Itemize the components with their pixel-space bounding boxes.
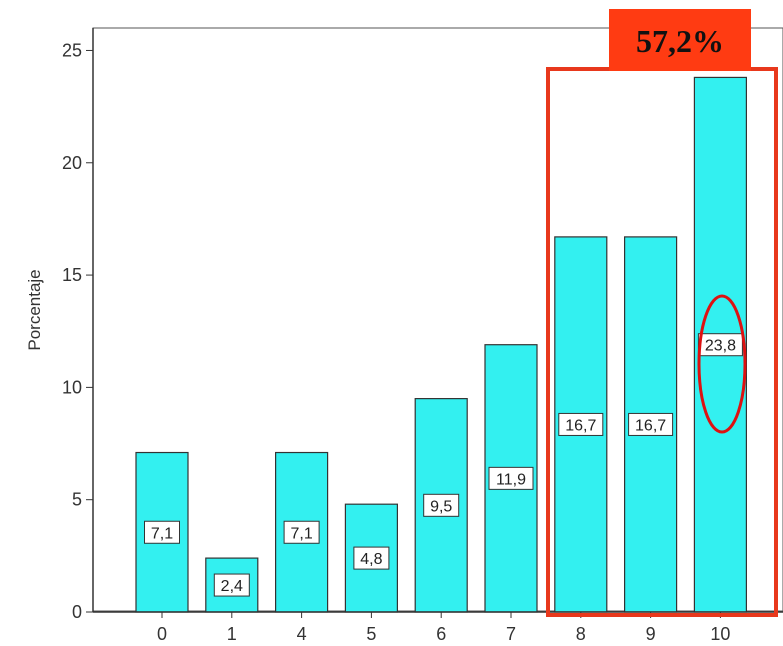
- data-label-9: 16,7: [635, 417, 666, 434]
- x-tick-label-1: 1: [227, 624, 237, 644]
- x-tick-label-4: 4: [297, 624, 307, 644]
- x-tick-label-8: 8: [576, 624, 586, 644]
- x-tick-label-7: 7: [506, 624, 516, 644]
- y-tick-label-20: 20: [62, 153, 82, 173]
- data-label-box-7: [488, 466, 534, 490]
- x-tick-label-6: 6: [436, 624, 446, 644]
- data-label-7: 11,9: [496, 471, 526, 488]
- callout-badge: [609, 9, 751, 71]
- data-label-4: 7,1: [290, 525, 312, 542]
- y-ticks-group: 0 5 10 15 20 25: [62, 40, 93, 622]
- y-tick-label-5: 5: [72, 490, 82, 510]
- y-tick-label-10: 10: [62, 377, 82, 397]
- data-label-6: 9,5: [430, 498, 452, 515]
- data-label-box-5: [353, 546, 390, 570]
- y-tick-label-15: 15: [62, 265, 82, 285]
- data-label-box-9: [628, 412, 674, 436]
- x-tick-label-0: 0: [157, 624, 167, 644]
- data-label-box-1: [213, 573, 250, 597]
- y-tick-label-25: 25: [62, 40, 82, 60]
- y-tick-label-0: 0: [72, 602, 82, 622]
- x-tick-label-5: 5: [366, 624, 376, 644]
- data-label-8: 16,7: [565, 417, 596, 434]
- data-label-box-8: [558, 412, 604, 436]
- x-tick-label-9: 9: [646, 624, 656, 644]
- data-label-box-6: [423, 493, 460, 517]
- data-label-1: 2,4: [221, 578, 243, 595]
- y-axis-label: Porcentaje: [25, 269, 44, 350]
- data-label-5: 4,8: [360, 551, 382, 568]
- data-label-box-4: [283, 520, 320, 544]
- highlight-circle: [697, 294, 747, 434]
- callout-text: 57,2%: [636, 23, 724, 59]
- data-label-10: 23,8: [705, 338, 736, 355]
- x-tick-label-10: 10: [710, 624, 730, 644]
- data-label-box-0: [144, 520, 180, 544]
- data-label-0: 7,1: [151, 525, 173, 542]
- data-labels-group: 7,1 2,4 7,1 4,8 9,5 11,9 16,7 16,7 23,8: [144, 333, 743, 597]
